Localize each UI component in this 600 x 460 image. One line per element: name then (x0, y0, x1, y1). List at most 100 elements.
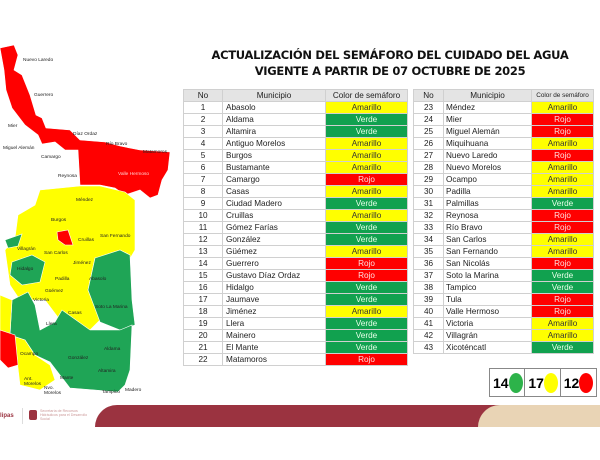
municipio-name: Bustamante (222, 161, 326, 174)
table-row: 10 Cruillas Amarillo (183, 209, 408, 222)
map-label: González (68, 356, 89, 361)
table-row: 8 Casas Amarillo (183, 185, 408, 198)
header-no: No (183, 89, 223, 102)
row-number: 41 (413, 317, 444, 330)
table-row: 32 Reynosa Rojo (413, 209, 594, 222)
table-row: 31 Palmillas Verde (413, 197, 594, 210)
semaforo-color: Rojo (325, 353, 408, 366)
municipio-name: Hidalgo (222, 281, 326, 294)
map-region-red-north (0, 44, 171, 199)
semaforo-color: Amarillo (325, 137, 408, 150)
map-label: Miguel Alemán (3, 146, 35, 151)
header-no: No (413, 89, 444, 102)
municipio-name: Camargo (222, 173, 326, 186)
municipios-table-left: No Municipio Color de semáforo 1 Abasolo A… (183, 89, 408, 366)
semaforo-color: Amarillo (531, 137, 594, 150)
map-label: Aldama (104, 347, 121, 352)
municipio-name: Padilla (443, 185, 532, 198)
semaforo-color: Verde (325, 197, 408, 210)
municipio-name: Valle Hermoso (443, 305, 532, 318)
table-row: 19 Llera Verde (183, 317, 408, 330)
municipio-name: San Nicolás (443, 257, 532, 270)
map-region-green-villagran (4, 233, 23, 249)
agency-name: Secretaría de Recursos Hidráulicos para … (40, 409, 88, 421)
table-row: 39 Tula Rojo (413, 293, 594, 306)
row-number: 37 (413, 269, 444, 282)
semaforo-color: Rojo (531, 293, 594, 306)
municipio-name: Jaumave (222, 293, 326, 306)
semaforo-color: Rojo (531, 149, 594, 162)
legend-yellow: 17 (525, 369, 561, 396)
row-number: 23 (413, 101, 444, 114)
table-row: 24 Mier Rojo (413, 113, 594, 126)
page-title: ACTUALIZACIÓN DEL SEMÁFORO DEL CUIDADO D… (180, 47, 600, 79)
title-line-2: VIGENTE A PARTIR DE 07 OCTUBRE DE 2025 (254, 64, 526, 78)
map-label: San Carlos (44, 251, 68, 256)
table-row: 14 Guerrero Rojo (183, 257, 408, 270)
legend-green: 14 (490, 369, 526, 396)
table-row: 16 Hidalgo Verde (183, 281, 408, 294)
row-number: 10 (183, 209, 223, 222)
row-number: 32 (413, 209, 444, 222)
map-label: Güémez (45, 289, 64, 294)
row-number: 29 (413, 173, 444, 186)
row-number: 20 (183, 329, 223, 342)
semaforo-color: Amarillo (531, 329, 594, 342)
municipio-name: Altamira (222, 125, 326, 138)
municipio-name: Miguel Alemán (443, 125, 532, 138)
semaforo-color: Rojo (325, 173, 408, 186)
semaforo-color: Amarillo (325, 161, 408, 174)
map-label: Díaz Ordaz (73, 132, 98, 137)
footer-band (95, 405, 600, 427)
row-number: 31 (413, 197, 444, 210)
row-number: 24 (413, 113, 444, 126)
map-label: Reynosa (58, 174, 77, 179)
row-number: 25 (413, 125, 444, 138)
agency-logo-icon (29, 410, 37, 420)
municipio-name: Ocampo (443, 173, 532, 186)
semaforo-color: Verde (531, 197, 594, 210)
table-row: 25 Miguel Alemán Rojo (413, 125, 594, 138)
table-row: 34 San Carlos Amarillo (413, 233, 594, 246)
table-row: 4 Antiguo Morelos Amarillo (183, 137, 408, 150)
map-label: San Fernando (100, 234, 131, 239)
table-row: 33 Río Bravo Rojo (413, 221, 594, 234)
table-row: 29 Ocampo Amarillo (413, 173, 594, 186)
municipio-name: Río Bravo (443, 221, 532, 234)
row-number: 40 (413, 305, 444, 318)
semaforo-color: Verde (325, 281, 408, 294)
municipio-name: Casas (222, 185, 326, 198)
semaforo-color: Rojo (531, 113, 594, 126)
map-label: Ocampo (20, 352, 39, 357)
map-label: Villagrán (17, 247, 36, 252)
municipio-name: Nuevo Morelos (443, 161, 532, 174)
map-label: Ant. Morelos (24, 377, 42, 387)
row-number: 22 (183, 353, 223, 366)
municipio-name: Antiguo Morelos (222, 137, 326, 150)
row-number: 2 (183, 113, 223, 126)
table-row: 17 Jaumave Verde (183, 293, 408, 306)
semaforo-color: Amarillo (531, 233, 594, 246)
row-number: 26 (413, 137, 444, 150)
footer-accent (478, 405, 600, 427)
table-row: 6 Bustamante Amarillo (183, 161, 408, 174)
title-line-1: ACTUALIZACIÓN DEL SEMÁFORO DEL CUIDADO D… (211, 48, 569, 62)
legend-count: 14 (493, 374, 509, 391)
header-color: Color de semáforo (531, 89, 594, 102)
semaforo-color: Amarillo (531, 245, 594, 258)
row-number: 18 (183, 305, 223, 318)
municipio-name: Tula (443, 293, 532, 306)
semaforo-color: Amarillo (325, 185, 408, 198)
row-number: 19 (183, 317, 223, 330)
table-row: 1 Abasolo Amarillo (183, 101, 408, 114)
table-row: 43 Xicoténcatl Verde (413, 341, 594, 354)
row-number: 1 (183, 101, 223, 114)
row-number: 7 (183, 173, 223, 186)
municipio-name: San Carlos (443, 233, 532, 246)
municipio-name: Xicoténcatl (443, 341, 532, 354)
municipio-name: Tampico (443, 281, 532, 294)
map-label: Cruillas (78, 238, 94, 243)
semaforo-color: Verde (325, 329, 408, 342)
table-row: 20 Mainero Verde (183, 329, 408, 342)
table-row: 41 Victoria Amarillo (413, 317, 594, 330)
